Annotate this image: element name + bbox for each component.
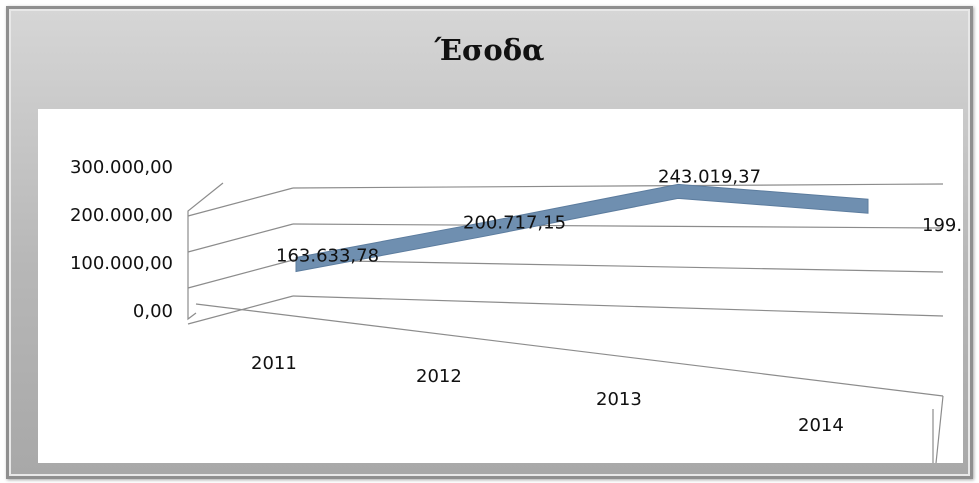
y-tick-label-2: 200.000,00 [70,205,173,226]
series-layer [295,183,869,273]
gridline-side-2 [187,223,294,253]
floor-front-edge [195,303,944,397]
gridlines [187,182,944,463]
plot-area: 0,00 100.000,00 200.000,00 300.000,00 2011 2… [38,109,963,463]
gridline-back-0 [292,295,944,317]
data-label-2013: 243.019,37 [658,166,761,187]
x-tick-label-2012: 2012 [416,366,462,387]
gridline-back-2 [292,223,944,229]
x-tick-label-2014: 2014 [798,415,844,436]
y-axis-tick-labels: 0,00 100.000,00 200.000,00 300.000,00 [70,157,173,322]
gridline-side-1 [187,259,294,289]
floor-right-edge [935,395,944,463]
y-tick-label-3: 300.000,00 [70,157,173,178]
data-label-2012: 200.717,15 [463,213,566,234]
x-tick-label-2013: 2013 [596,389,642,410]
gridline-back-1 [292,259,944,273]
chart-title: Έσοδα [434,33,545,67]
x-axis-tick-labels: 2011 2012 2013 2014 [251,353,844,436]
data-label-2014: 199.658,06 [922,215,963,236]
y-tick-label-0: 0,00 [133,301,173,322]
data-label-2011: 163.633,78 [276,246,379,267]
y-tick-label-1: 100.000,00 [70,253,173,274]
gridline-side-3 [187,187,294,217]
gridline-back-3 [292,183,944,189]
area-series [295,183,869,273]
chart-frame: Έσοδα 0,00 100.000,00 200.000,00 300.000,00… [6,6,973,479]
data-labels: 163.633,78 200.717,15 243.019,37 199.658,06 [276,166,963,266]
x-tick-label-2011: 2011 [251,353,297,374]
side-wall-outline [187,182,224,321]
